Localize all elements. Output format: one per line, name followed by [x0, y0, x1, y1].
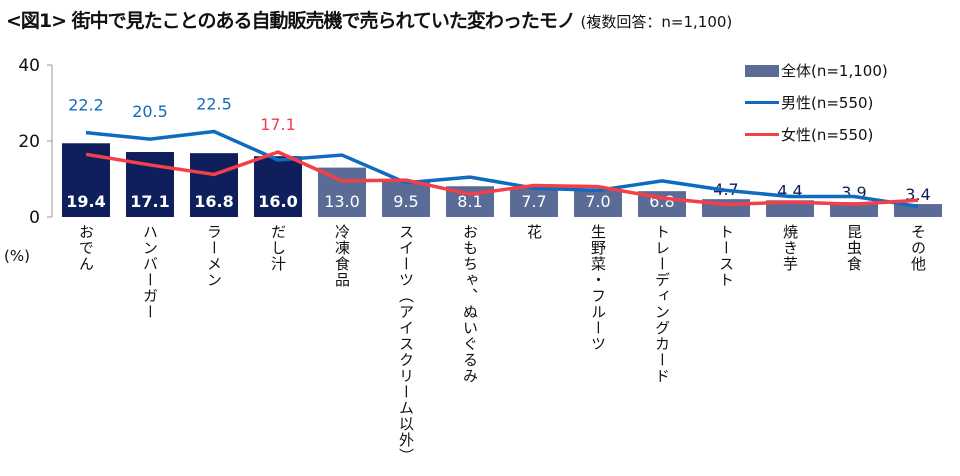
x-tick-label: 花 [525, 224, 543, 240]
line-value-label: 22.2 [68, 96, 104, 115]
bar [318, 167, 366, 217]
legend-label: 女性(n=550) [781, 126, 874, 144]
x-tick-label: 昆虫食 [845, 224, 863, 272]
male-line [85, 129, 919, 209]
bar-value-label: 7.0 [585, 192, 610, 211]
bar [830, 202, 878, 217]
y-tick-label: 40 [18, 56, 40, 76]
x-tick-label: ラーメン [205, 224, 223, 288]
legend-item-male: 男性(n=550) [745, 92, 873, 113]
x-tick-label: 冷凍食品 [333, 224, 351, 288]
y-tick-label: 0 [29, 208, 40, 228]
bar-value-label: 17.1 [130, 192, 169, 211]
x-tick-label: おでん [77, 224, 95, 272]
chart-title: <図1> 街中で見たことのある自動販売機で売られていた変わったモノ (複数回答：… [6, 6, 732, 33]
x-tick-label: おもちゃ、ぬいぐるみ [461, 224, 479, 384]
bar [510, 187, 558, 217]
legend-swatch-bar [745, 64, 779, 77]
x-tick-label: トレーディングカード [653, 224, 671, 384]
bar [894, 204, 942, 217]
bar-value-label: 13.0 [324, 192, 360, 211]
y-axis-unit: (%) [4, 247, 30, 265]
bar-value-label: 8.1 [457, 192, 482, 211]
line-value-label: 20.5 [132, 102, 168, 121]
bar [254, 156, 302, 217]
x-tick-label: 焼き芋 [781, 224, 799, 272]
x-tick-label: トースト [717, 224, 735, 288]
x-tick-label: スイーツ（アイスクリーム以外） [397, 224, 415, 464]
bar [190, 153, 238, 217]
bar-value-label: 7.7 [521, 192, 546, 211]
legend-swatch-line [745, 101, 779, 104]
bar-value-label: 16.0 [258, 192, 297, 211]
bar-value-label: 19.4 [66, 192, 105, 211]
x-tick-label: だし汁 [269, 224, 287, 272]
bar [574, 190, 622, 217]
line-value-label: 22.5 [196, 95, 232, 114]
line-value-label: 17.1 [260, 115, 296, 134]
title-text: <図1> 街中で見たことのある自動販売機で売られていた変わったモノ [6, 10, 576, 32]
legend-swatch-line [745, 133, 779, 136]
legend-label: 全体(n=1,100) [781, 62, 888, 80]
bar [382, 180, 430, 217]
legend-item-female: 女性(n=550) [745, 124, 873, 145]
y-tick-label: 20 [18, 132, 40, 152]
bar-value-label: 16.8 [194, 192, 233, 211]
legend-label: 男性(n=550) [781, 94, 874, 112]
bar [766, 200, 814, 217]
x-tick-label: ハンバーガー [141, 224, 159, 320]
bar-value-label: 9.5 [393, 192, 418, 211]
subtitle-text: (複数回答：n=1,100) [580, 13, 733, 31]
female-line [85, 150, 919, 207]
x-tick-label: 生野菜・フルーツ [589, 224, 607, 352]
legend-item-total: 全体(n=1,100) [745, 60, 888, 81]
x-tick-label: その他 [909, 224, 927, 272]
